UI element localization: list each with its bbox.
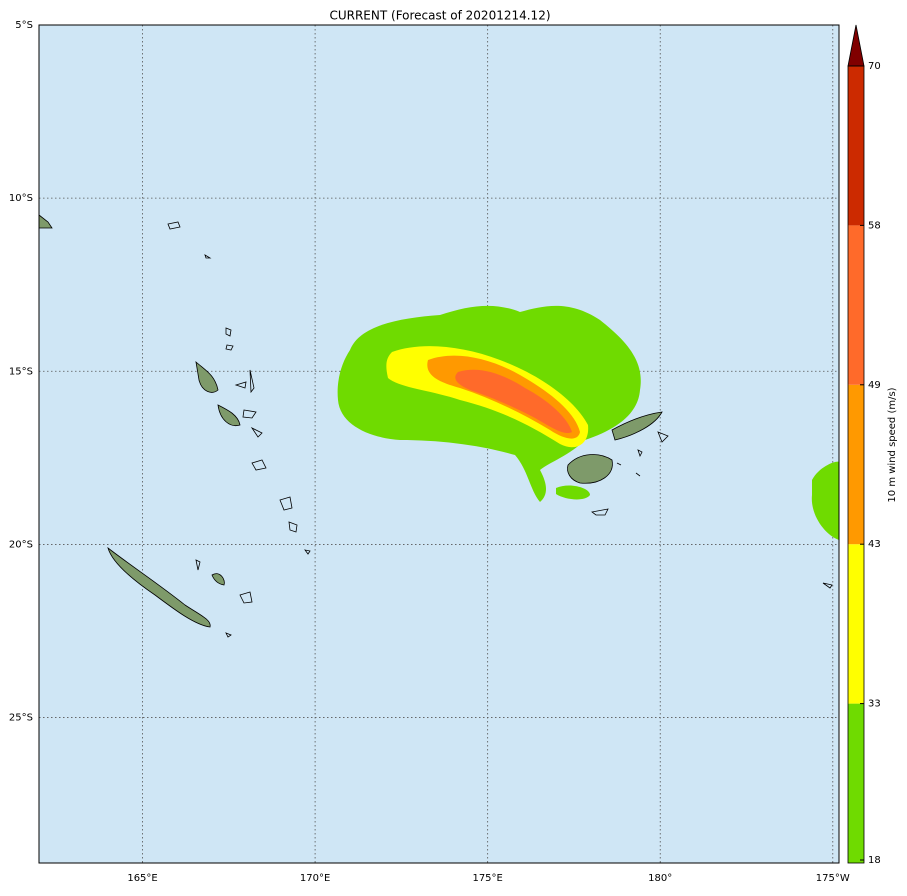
colorbar-segment: [848, 384, 864, 545]
lat-label: 25°S: [9, 713, 33, 724]
lat-label: 20°S: [9, 539, 33, 550]
colorbar-tick-label: 49: [868, 380, 881, 391]
lon-label: 170°E: [300, 873, 330, 884]
lon-label: 180°: [648, 873, 672, 884]
coastlines: [38, 214, 833, 638]
colorbar-tick-label: 70: [868, 61, 881, 72]
lon-label: 175°W: [816, 873, 850, 884]
colorbar-tick-label: 43: [868, 539, 881, 550]
lon-label: 165°E: [127, 873, 157, 884]
colorbar-segment: [848, 66, 864, 226]
lat-label: 10°S: [9, 193, 33, 204]
colorbar-tick-label: 33: [868, 699, 881, 710]
colorbar-tick-label: 18: [868, 855, 881, 866]
colorbar-frame: [847, 65, 865, 864]
colorbar-label: 10 m wind speed (m/s): [887, 387, 898, 502]
colorbar-tick-label: 58: [868, 220, 881, 231]
lon-label: 175°E: [472, 873, 502, 884]
colorbar-extension: [847, 24, 865, 67]
title: CURRENT (Forecast of 20201214.12): [329, 9, 550, 23]
lat-label: 5°S: [15, 20, 33, 31]
lat-label: 15°S: [9, 366, 33, 377]
colorbar-segment: [848, 544, 864, 704]
colorbar-segment: [848, 225, 864, 385]
colorbar-segment: [848, 703, 864, 863]
wind-field: [337, 305, 839, 540]
map-frame: [38, 24, 840, 864]
ocean: [39, 25, 839, 863]
